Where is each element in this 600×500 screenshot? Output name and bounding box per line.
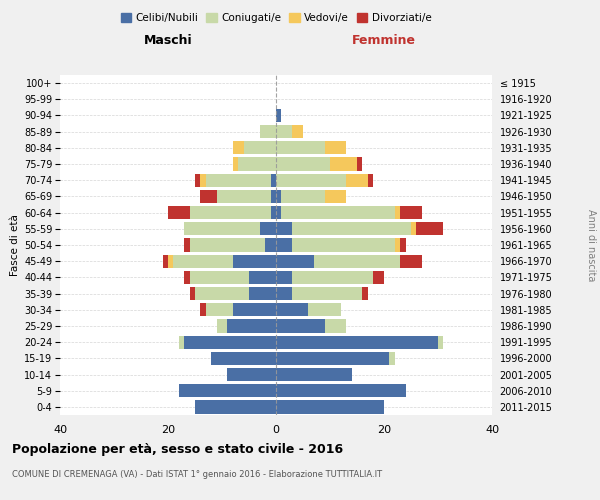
Bar (368, 174, 373, 187)
Bar (276, 222, 292, 235)
Bar (233, 141, 244, 154)
Bar (395, 206, 400, 220)
Bar (357, 158, 362, 170)
Bar (276, 384, 406, 398)
Bar (271, 190, 276, 203)
Text: Maschi: Maschi (143, 34, 193, 48)
Bar (395, 238, 400, 252)
Bar (276, 158, 330, 170)
Bar (276, 141, 325, 154)
Bar (184, 222, 260, 235)
Bar (168, 254, 173, 268)
Bar (276, 190, 281, 203)
Text: COMUNE DI CREMENAGA (VA) - Dati ISTAT 1° gennaio 2016 - Elaborazione TUTTITALIA.: COMUNE DI CREMENAGA (VA) - Dati ISTAT 1°… (12, 470, 382, 479)
Bar (276, 336, 438, 349)
Bar (195, 174, 200, 187)
Bar (260, 125, 276, 138)
Bar (200, 303, 206, 316)
Bar (233, 254, 276, 268)
Bar (179, 384, 276, 398)
Bar (276, 320, 325, 332)
Bar (330, 158, 357, 170)
Bar (400, 238, 406, 252)
Bar (184, 336, 276, 349)
Bar (260, 222, 276, 235)
Bar (292, 222, 411, 235)
Bar (276, 303, 308, 316)
Y-axis label: Fasce di età: Fasce di età (10, 214, 20, 276)
Bar (325, 320, 346, 332)
Legend: Celibi/Nubili, Coniugati/e, Vedovi/e, Divorziati/e: Celibi/Nubili, Coniugati/e, Vedovi/e, Di… (116, 9, 436, 27)
Bar (308, 303, 341, 316)
Bar (200, 174, 206, 187)
Bar (438, 336, 443, 349)
Bar (211, 352, 276, 365)
Bar (276, 368, 352, 381)
Bar (249, 287, 276, 300)
Bar (190, 287, 195, 300)
Bar (325, 141, 346, 154)
Bar (179, 336, 184, 349)
Bar (416, 222, 443, 235)
Text: Anni di nascita: Anni di nascita (586, 209, 596, 281)
Bar (411, 222, 416, 235)
Bar (168, 206, 190, 220)
Bar (233, 303, 276, 316)
Bar (190, 206, 271, 220)
Bar (276, 400, 384, 413)
Bar (249, 270, 276, 284)
Bar (244, 141, 276, 154)
Bar (400, 206, 422, 220)
Bar (217, 190, 271, 203)
Bar (292, 238, 395, 252)
Bar (227, 320, 276, 332)
Bar (233, 158, 238, 170)
Bar (281, 206, 395, 220)
Bar (206, 174, 271, 187)
Bar (325, 190, 346, 203)
Bar (227, 368, 276, 381)
Bar (276, 109, 281, 122)
Bar (190, 270, 249, 284)
Text: Femmine: Femmine (352, 34, 416, 48)
Bar (400, 254, 422, 268)
Bar (195, 400, 276, 413)
Bar (276, 270, 292, 284)
Bar (292, 270, 373, 284)
Bar (200, 190, 217, 203)
Bar (163, 254, 168, 268)
Bar (276, 352, 389, 365)
Bar (184, 238, 190, 252)
Bar (276, 254, 314, 268)
Bar (265, 238, 276, 252)
Bar (276, 287, 292, 300)
Bar (195, 287, 249, 300)
Bar (190, 238, 265, 252)
Bar (362, 287, 368, 300)
Bar (276, 238, 292, 252)
Bar (217, 320, 227, 332)
Bar (276, 125, 292, 138)
Bar (184, 270, 190, 284)
Bar (238, 158, 276, 170)
Bar (276, 206, 281, 220)
Bar (292, 287, 362, 300)
Bar (206, 303, 233, 316)
Bar (373, 270, 384, 284)
Bar (389, 352, 395, 365)
Text: Popolazione per età, sesso e stato civile - 2016: Popolazione per età, sesso e stato civil… (12, 442, 343, 456)
Bar (271, 174, 276, 187)
Bar (281, 190, 325, 203)
Bar (173, 254, 233, 268)
Bar (346, 174, 368, 187)
Bar (271, 206, 276, 220)
Bar (292, 125, 303, 138)
Bar (314, 254, 400, 268)
Bar (276, 174, 346, 187)
